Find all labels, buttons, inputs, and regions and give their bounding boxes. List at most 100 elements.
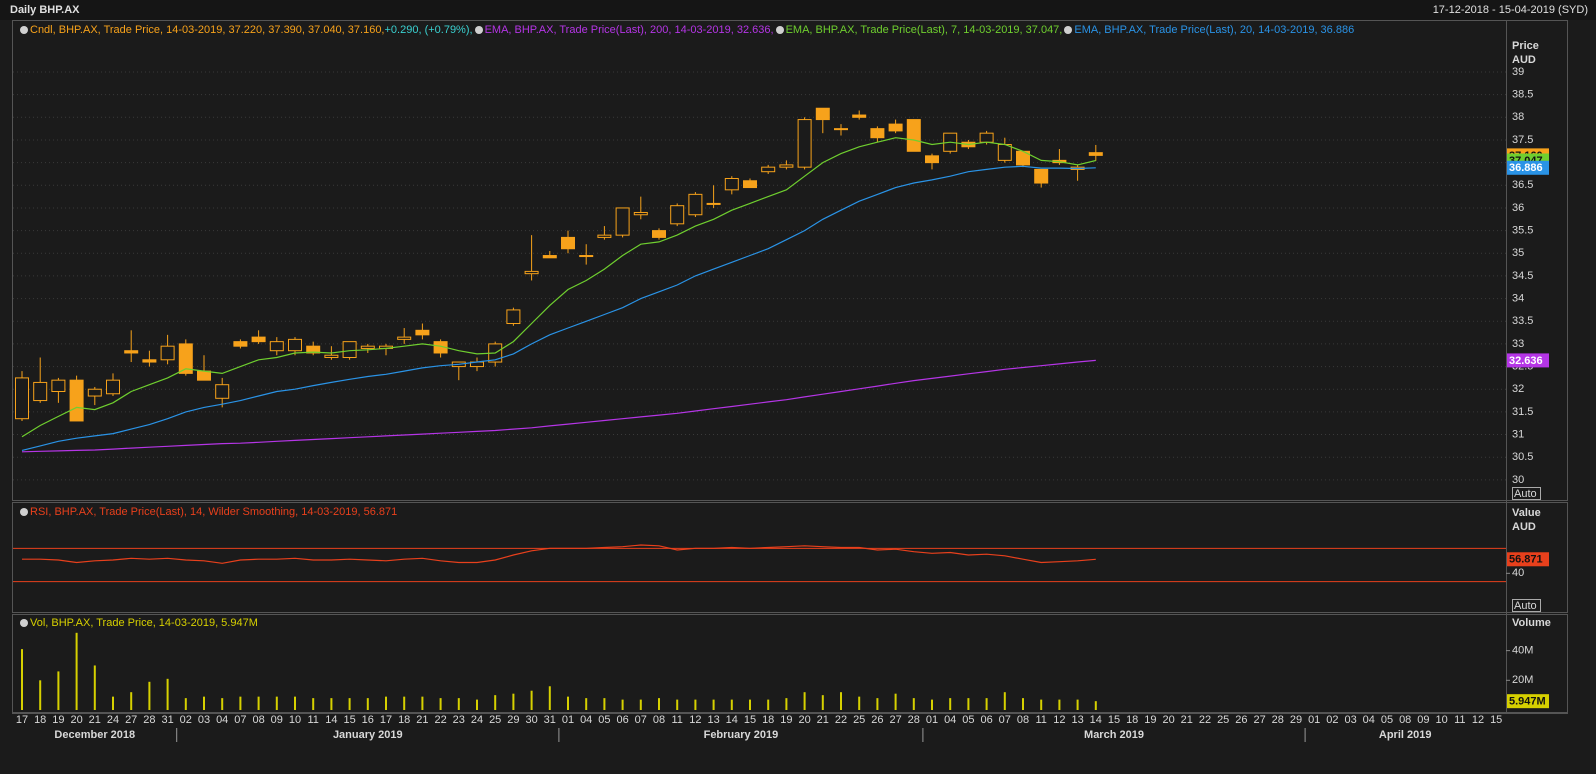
volume-bar xyxy=(585,698,588,710)
auto-button-label[interactable]: Auto xyxy=(1514,600,1537,612)
candle-body xyxy=(925,155,939,164)
candle-body xyxy=(160,345,175,361)
x-tick-label: 16 xyxy=(362,714,374,726)
volume-bar xyxy=(767,699,770,710)
volume-bar xyxy=(694,699,697,710)
x-tick-label: 06 xyxy=(616,714,628,726)
volume-bar xyxy=(548,686,551,710)
volume-bar xyxy=(421,696,424,710)
volume-bar xyxy=(166,678,169,710)
volume-bar xyxy=(512,693,515,710)
volume-bar xyxy=(275,696,278,710)
volume-bar xyxy=(621,699,624,710)
x-tick-label: 12 xyxy=(1053,714,1065,726)
x-tick-label: 04 xyxy=(944,714,956,726)
x-tick-label: 17 xyxy=(16,714,28,726)
legend-entry: Cndl, BHP.AX, Trade Price, 14-03-2019, 3… xyxy=(30,24,385,36)
candle-body xyxy=(761,166,776,173)
volume-bar xyxy=(803,692,806,710)
volume-bar xyxy=(348,698,351,710)
volume-bar xyxy=(1022,698,1024,710)
x-tick-label: 25 xyxy=(1217,714,1229,726)
volume-bar xyxy=(130,692,133,710)
candle-body xyxy=(906,119,921,152)
volume-bar xyxy=(749,699,751,710)
y-tick-label: 35.5 xyxy=(1512,225,1533,237)
x-tick-label: 30 xyxy=(525,714,537,726)
x-tick-label: 05 xyxy=(1381,714,1393,726)
legend: Vol, BHP.AX, Trade Price, 14-03-2019, 5.… xyxy=(18,617,258,629)
candle-body xyxy=(706,202,721,205)
x-tick-label: 29 xyxy=(1290,714,1302,726)
candle-body xyxy=(288,338,302,352)
legend-icon xyxy=(775,26,784,34)
x-tick-label: 23 xyxy=(453,714,465,726)
x-tick-label: 13 xyxy=(707,714,719,726)
y-tick-label: 38.5 xyxy=(1512,89,1533,101)
month-label: December 2018 xyxy=(54,729,135,741)
date-range: 17-12-2018 - 15-04-2019 (SYD) xyxy=(1432,4,1588,16)
auto-button xyxy=(1512,599,1541,612)
value-badge xyxy=(1507,552,1549,567)
x-tick-label: 28 xyxy=(908,714,920,726)
x-tick-label: 09 xyxy=(1417,714,1429,726)
legend-icon xyxy=(20,619,28,627)
x-tick-label: 04 xyxy=(1363,714,1375,726)
x-tick-label: 14 xyxy=(726,714,738,726)
volume-bar xyxy=(257,696,260,710)
ema-line xyxy=(21,165,1096,451)
volume-bar xyxy=(676,699,679,710)
y-tick-label: 35 xyxy=(1512,247,1524,259)
x-tick-label: 08 xyxy=(653,714,665,726)
x-tick-label: 13 xyxy=(1071,714,1083,726)
y-tick-label: 34 xyxy=(1512,292,1524,304)
ema-line xyxy=(21,137,1096,438)
y-tick-label: 20M xyxy=(1512,674,1533,686)
x-tick-label: 31 xyxy=(544,714,556,726)
volume-bar xyxy=(840,692,842,710)
y-axis-title: Volume xyxy=(1512,617,1551,629)
candle-body xyxy=(142,359,157,363)
candle-body xyxy=(51,379,66,392)
candle-body xyxy=(415,329,430,336)
x-tick-label: 21 xyxy=(416,714,428,726)
volume-bar xyxy=(184,698,187,710)
x-tick-label: 08 xyxy=(1399,714,1411,726)
value-badge-label: 32.636 xyxy=(1509,355,1543,367)
candle-body xyxy=(997,144,1012,161)
volume-bar xyxy=(221,698,224,710)
legend: Cndl, BHP.AX, Trade Price, 14-03-2019, 3… xyxy=(18,24,1354,36)
x-tick-label: 03 xyxy=(198,714,210,726)
x-tick-label: 05 xyxy=(598,714,610,726)
candle-body xyxy=(834,128,848,131)
x-tick-label: 12 xyxy=(689,714,701,726)
y-tick-label: 38 xyxy=(1512,111,1524,123)
candle-body xyxy=(178,343,193,374)
chart-title: Daily BHP.AX xyxy=(10,4,80,16)
x-tick-label: 08 xyxy=(1017,714,1029,726)
x-tick-label: 04 xyxy=(216,714,228,726)
candle-body xyxy=(633,211,648,216)
x-tick-label: 09 xyxy=(271,714,283,726)
x-tick-label: 07 xyxy=(234,714,246,726)
title-bar xyxy=(0,0,1596,20)
x-tick-label: 21 xyxy=(89,714,101,726)
volume-bar xyxy=(1040,699,1043,710)
y-axis-title: Price xyxy=(1512,40,1539,52)
volume-bar xyxy=(876,698,879,710)
volume-bar xyxy=(712,699,715,710)
value-badge-label: 36.886 xyxy=(1509,162,1543,174)
candle-body xyxy=(397,336,412,340)
legend-change: +0.290, (+0.79%), xyxy=(384,24,473,36)
candle-body xyxy=(615,207,630,236)
x-tick-label: 04 xyxy=(580,714,592,726)
auto-button-label[interactable]: Auto xyxy=(1514,488,1537,500)
volume-bar xyxy=(931,699,933,710)
x-tick-label: 19 xyxy=(52,714,64,726)
x-tick-label: 27 xyxy=(1253,714,1265,726)
y-tick-label: 33 xyxy=(1512,338,1524,350)
volume-bar xyxy=(75,632,78,710)
x-tick-label: 15 xyxy=(343,714,355,726)
y-tick-label: 31.5 xyxy=(1512,406,1533,418)
